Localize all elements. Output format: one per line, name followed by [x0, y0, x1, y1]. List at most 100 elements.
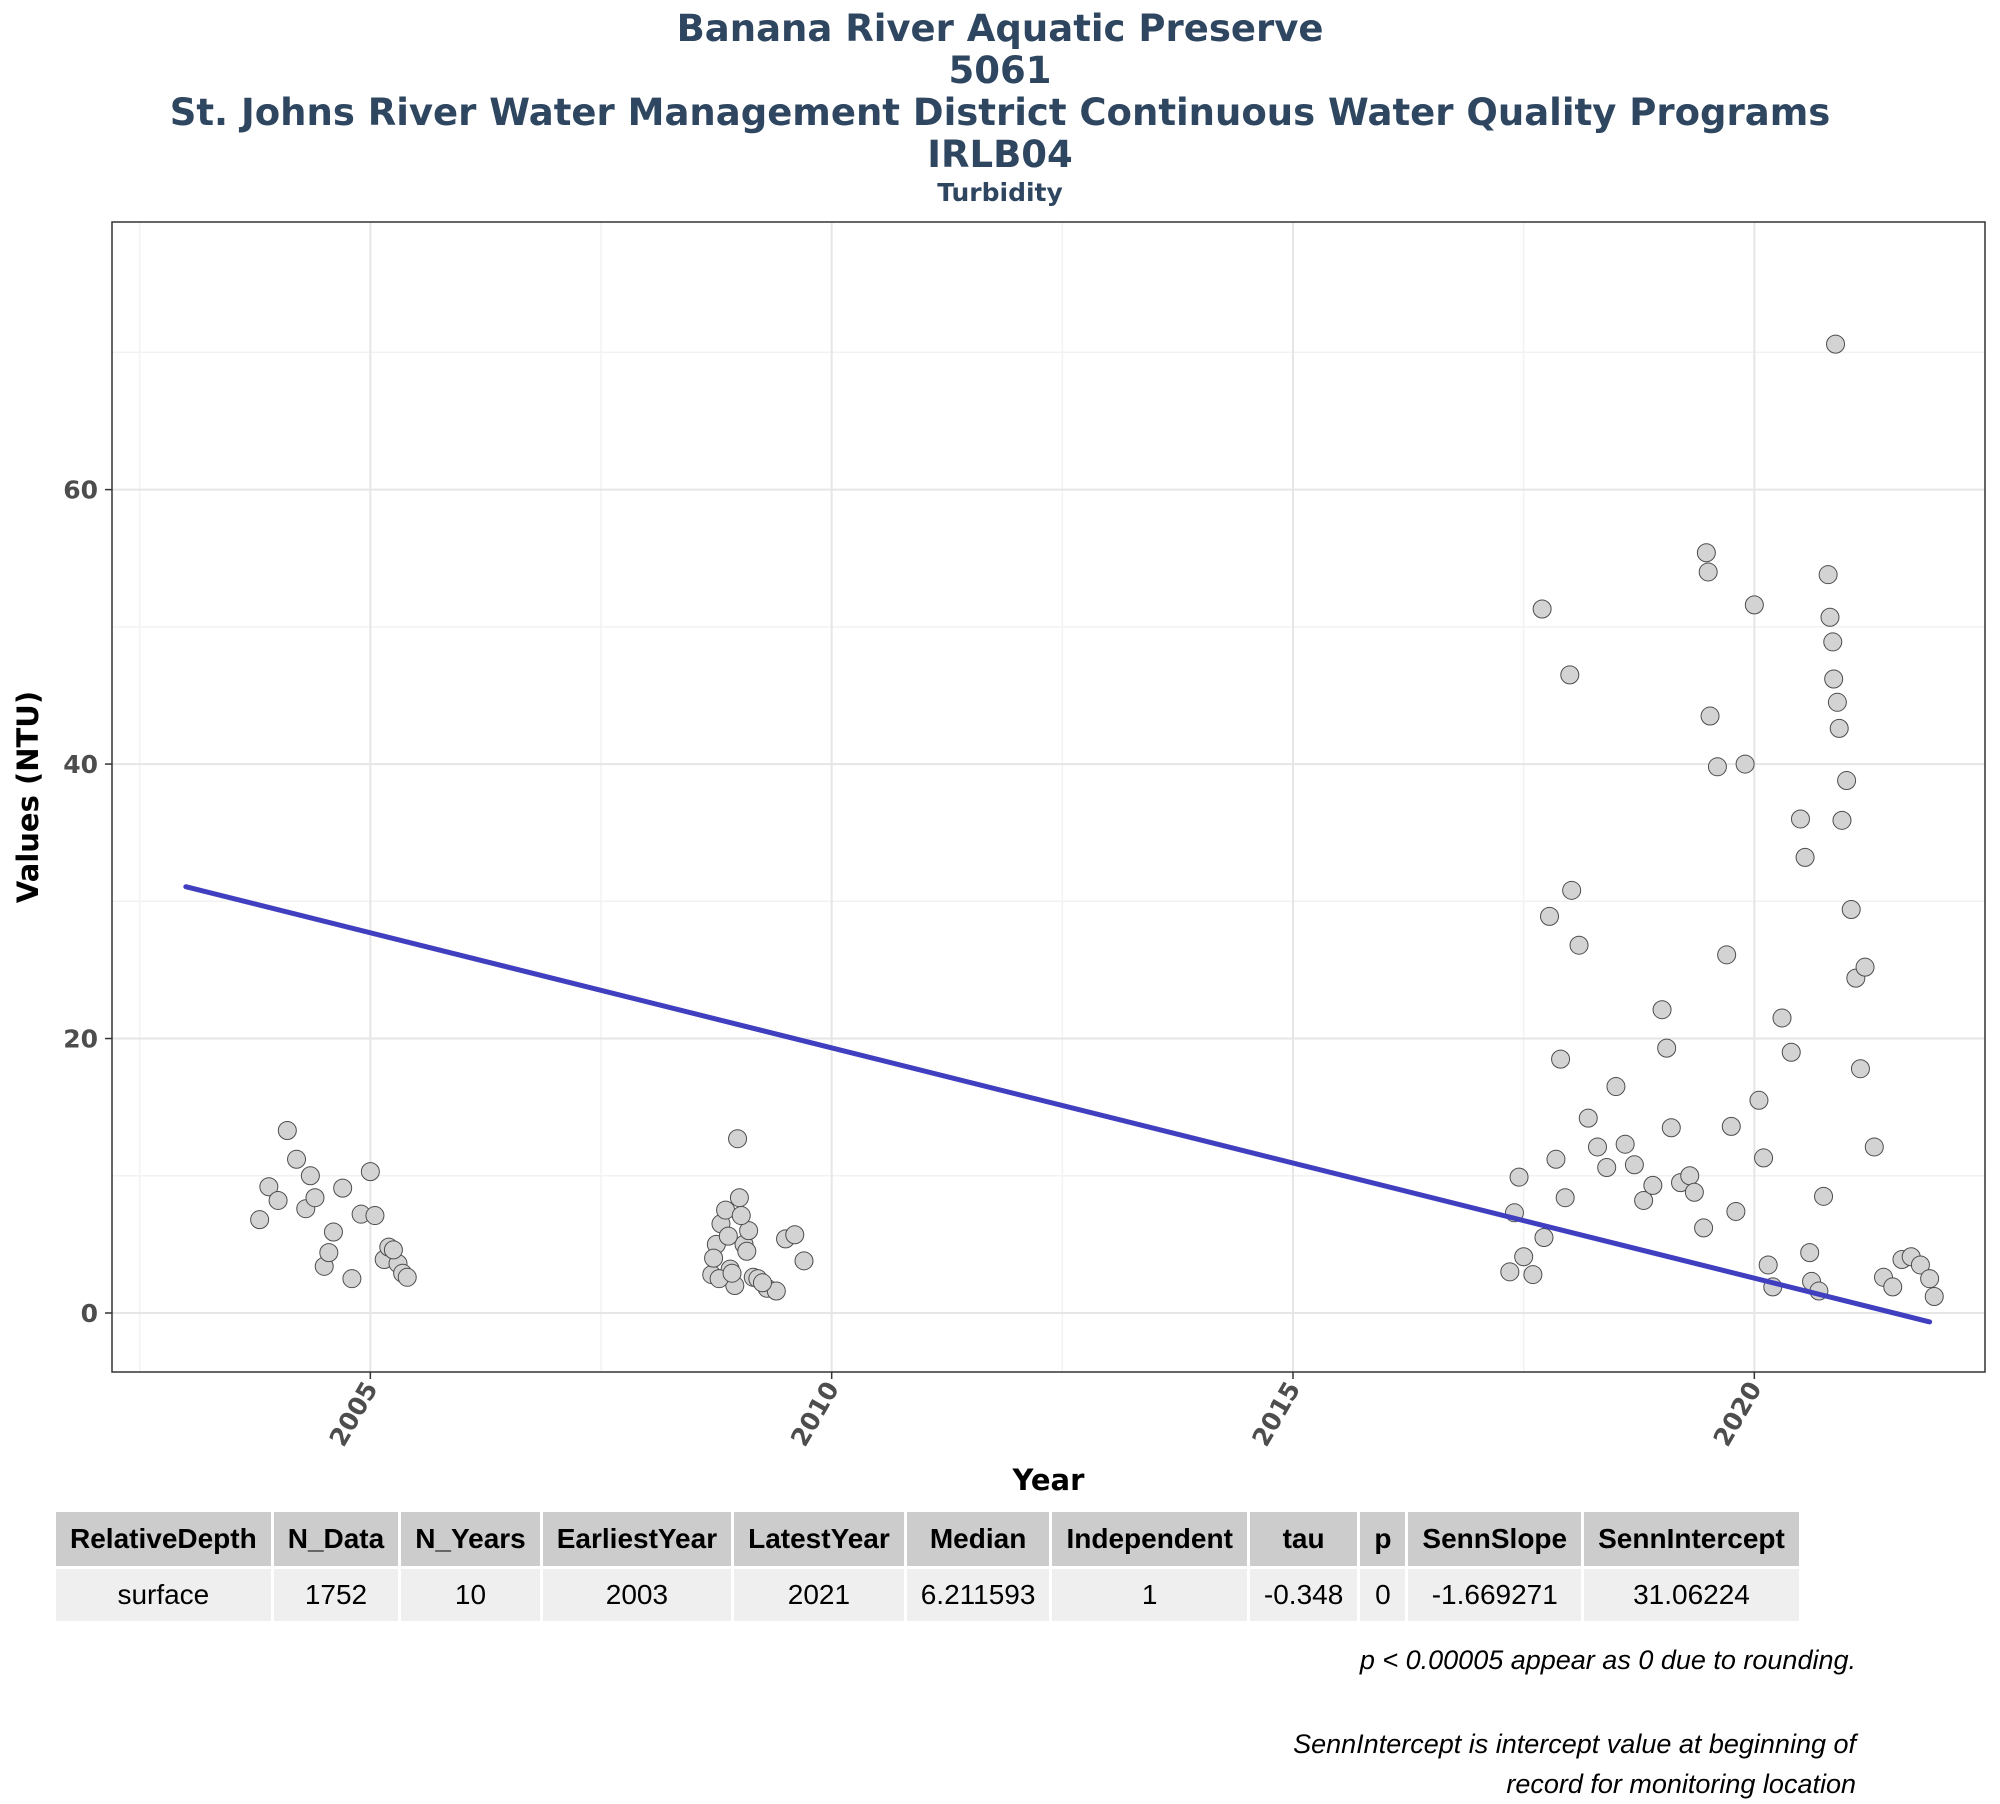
data-point [1826, 334, 1846, 354]
data-point [722, 1263, 742, 1283]
data-point [1707, 757, 1727, 777]
scatter-plot: 0 20 40 60 2005 2010 2015 2020 Year Values (NTU) [11, 221, 1986, 1497]
data-point [1800, 1243, 1820, 1263]
data-point [1781, 1042, 1801, 1062]
data-point [1820, 607, 1840, 627]
stats-header-cell: p [1358, 1512, 1409, 1568]
data-point [1700, 706, 1720, 726]
senn-trend-line [183, 884, 1933, 1325]
data-point [1696, 543, 1716, 563]
stats-table: RelativeDepth N_Data N_Years EarliestYea… [56, 1512, 1802, 1621]
data-point [739, 1221, 759, 1241]
data-point [1920, 1269, 1940, 1289]
data-point [1823, 632, 1843, 652]
stats-cell: 6.211593 [905, 1566, 1053, 1621]
data-point [323, 1222, 343, 1242]
rounding-note: p < 0.00005 appear as 0 due to rounding. [1360, 1640, 1856, 1680]
data-point [277, 1120, 297, 1140]
stats-header-row: RelativeDepth N_Data N_Years EarliestYea… [56, 1512, 1802, 1568]
intercept-note-line1: SennIntercept is intercept value at begi… [1293, 1729, 1856, 1759]
data-point [1824, 669, 1844, 689]
data-point [1754, 1148, 1774, 1168]
data-point [728, 1129, 748, 1149]
data-point [1587, 1137, 1607, 1157]
chart-title-line1: Banana River Aquatic Preserve [676, 7, 1324, 50]
stats-cell: 31.06224 [1582, 1566, 1802, 1621]
data-point [1772, 1008, 1792, 1028]
stats-header-cell: tau [1248, 1512, 1361, 1568]
stats-cell: 1 [1050, 1566, 1250, 1621]
data-point [1726, 1201, 1746, 1221]
data-point [1606, 1077, 1626, 1097]
data-point [731, 1206, 751, 1226]
data-point [1657, 1038, 1677, 1058]
stats-header-cell: RelativeDepth [56, 1512, 274, 1568]
data-point [1578, 1108, 1598, 1128]
data-point [1864, 1137, 1884, 1157]
stats-header-cell: SennSlope [1406, 1512, 1585, 1568]
data-point [1624, 1155, 1644, 1175]
stats-cell: 10 [399, 1566, 543, 1621]
data-point [287, 1149, 307, 1169]
data-point [1837, 771, 1857, 791]
data-point [1569, 935, 1589, 955]
data-point [704, 1248, 724, 1268]
data-point [333, 1178, 353, 1198]
data-point [1661, 1118, 1681, 1138]
stats-header-cell: Median [905, 1512, 1053, 1568]
data-point [737, 1241, 757, 1261]
data-point [718, 1226, 738, 1246]
stats-header-cell: N_Data [272, 1512, 402, 1568]
stats-cell: -0.348 [1248, 1566, 1361, 1621]
stats-cell: 2021 [732, 1566, 907, 1621]
data-point [1855, 957, 1875, 977]
data-point [1652, 1000, 1672, 1020]
data-point [1509, 1167, 1529, 1187]
y-tick-label: 20 [63, 1025, 98, 1054]
x-tick-label: 2020 [1708, 1377, 1768, 1452]
data-point [1814, 1186, 1834, 1206]
data-point [1832, 810, 1852, 830]
chart-title-line2: 5061 [948, 49, 1052, 92]
data-point [365, 1206, 385, 1226]
stats-cell: 2003 [541, 1566, 735, 1621]
stats-cell: 1752 [272, 1566, 402, 1621]
stats-header-cell: EarliestYear [541, 1512, 735, 1568]
data-point [794, 1251, 814, 1271]
stats-data-row: surface 1752 10 2003 2021 6.211593 1 -0.… [56, 1566, 1802, 1621]
data-point [259, 1177, 279, 1197]
data-point [1717, 945, 1737, 965]
data-point [1829, 718, 1849, 738]
data-point [383, 1240, 403, 1260]
data-point [300, 1166, 320, 1186]
data-point [1758, 1255, 1778, 1275]
data-point [305, 1188, 325, 1208]
data-point [1883, 1277, 1903, 1297]
data-point [342, 1269, 362, 1289]
plot-panel-border [111, 221, 1986, 1373]
data-point [1795, 847, 1815, 867]
data-point [1749, 1090, 1769, 1110]
intercept-note-line2: record for monitoring location [1506, 1769, 1856, 1799]
data-point [250, 1210, 270, 1230]
rounding-note-text: p < 0.00005 appear as 0 due to rounding. [1359, 1645, 1856, 1675]
data-point [1910, 1255, 1930, 1275]
chart-title-block: Banana River Aquatic Preserve 5061 St. J… [0, 8, 2000, 210]
x-tick-label: 2005 [324, 1377, 384, 1452]
stats-header-cell: LatestYear [732, 1512, 907, 1568]
data-point [1634, 1190, 1654, 1210]
chart-title-line4: IRLB04 [927, 133, 1073, 176]
data-point [1744, 595, 1764, 615]
data-point [1555, 1188, 1575, 1208]
data-point [1684, 1182, 1704, 1202]
data-point [1694, 1218, 1714, 1238]
data-point [1643, 1175, 1663, 1195]
data-point [1532, 599, 1552, 619]
stats-header-cell: Independent [1050, 1512, 1250, 1568]
chart-title-line3: St. Johns River Water Management Distric… [169, 91, 1831, 134]
data-point [1827, 692, 1847, 712]
data-point [1562, 880, 1582, 900]
intercept-note: SennIntercept is intercept value at begi… [1293, 1724, 1856, 1804]
y-tick-label: 40 [63, 750, 98, 779]
y-axis-title: Values (NTU) [11, 691, 45, 903]
